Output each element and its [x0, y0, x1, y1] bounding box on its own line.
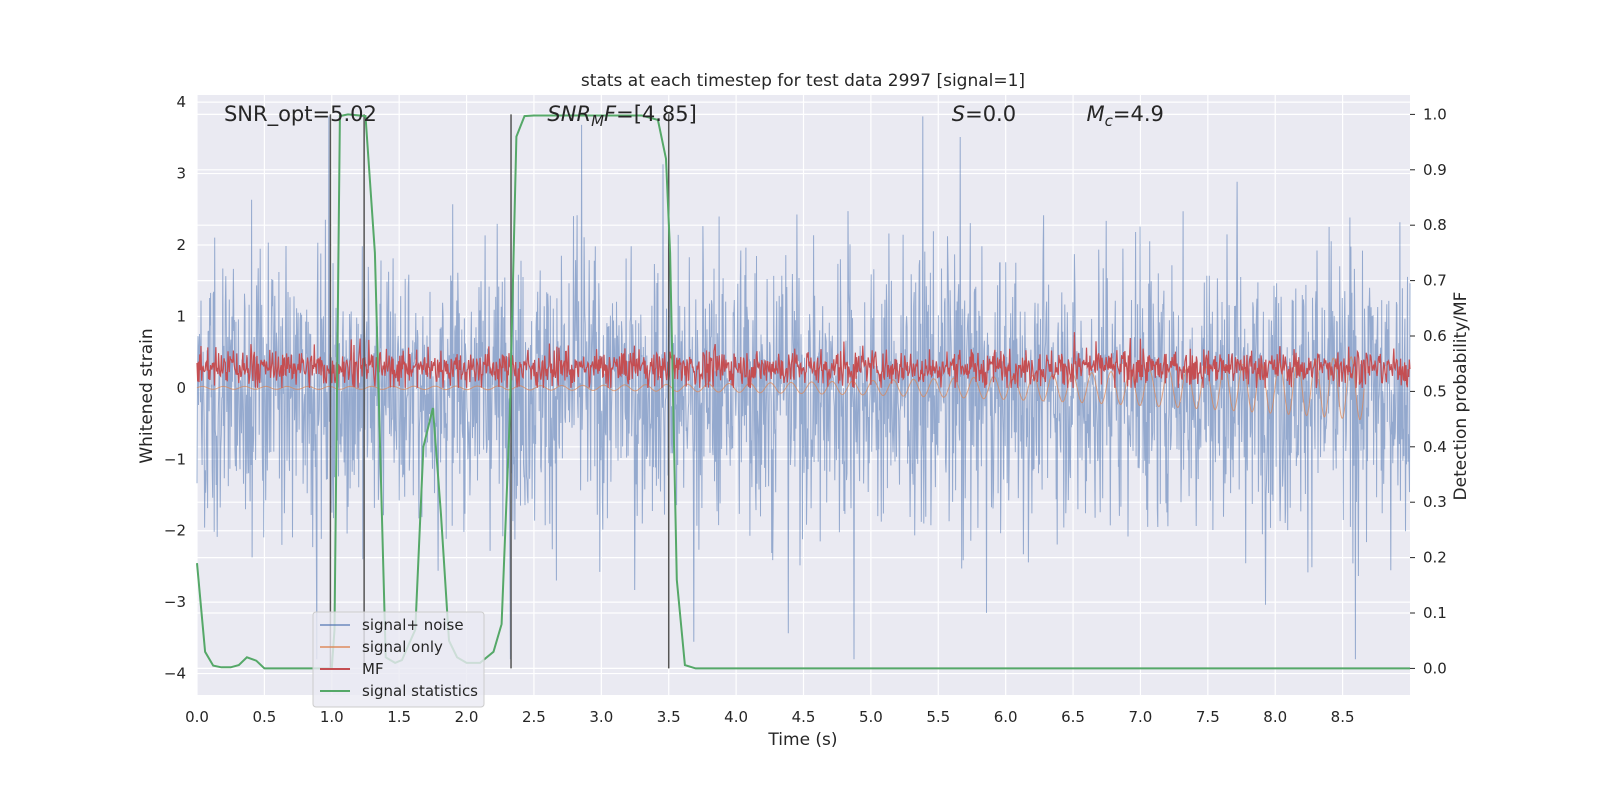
- annotation-text: S=0.0: [952, 102, 1016, 126]
- x-tick-label: 1.0: [320, 708, 344, 726]
- y-left-tick-label: −2: [164, 522, 186, 540]
- x-axis-ticks: 0.0 0.5 1.0 1.5 2.0 2.5 3.0 3.5 4.0 4.5 5.0 5.5 6.0 6…: [185, 708, 1354, 726]
- x-tick-label: 8.0: [1263, 708, 1287, 726]
- annotation-text: Mc=4.9: [1087, 102, 1164, 130]
- y-left-tick-label: 0: [176, 379, 186, 397]
- annotations: SNR_opt=5.02 SNRMF=[4.85] S=0.0 Mc=4.9: [224, 102, 1164, 130]
- x-tick-label: 1.5: [387, 708, 411, 726]
- x-tick-label: 7.5: [1196, 708, 1220, 726]
- x-tick-label: 8.5: [1331, 708, 1355, 726]
- y-left-tick-label: −1: [164, 450, 186, 468]
- y-right-tick-label: 0.9: [1423, 161, 1447, 179]
- y-right-tick-label: 1.0: [1423, 105, 1447, 123]
- annotation-text: SNR_opt=5.02: [224, 102, 377, 127]
- y-axis-right-ticks: 1.0 0.9 0.8 0.7 0.6 0.5 0.4 0.3 0.2 0.1 0.0: [1410, 105, 1447, 677]
- x-tick-label: 3.5: [657, 708, 681, 726]
- y-left-tick-label: −3: [164, 593, 186, 611]
- y-axis-left-title: Whitened strain: [137, 328, 157, 463]
- x-tick-label: 6.5: [1061, 708, 1085, 726]
- x-tick-label: 6.0: [994, 708, 1018, 726]
- series-signal-only: [196, 356, 1365, 421]
- legend-label: MF: [362, 660, 384, 678]
- x-axis-title: Time (s): [767, 730, 837, 750]
- y-right-tick-label: 0.4: [1423, 438, 1447, 456]
- y-left-tick-label: 3: [176, 165, 186, 183]
- x-tick-label: 5.5: [926, 708, 950, 726]
- legend-box: [312, 611, 485, 708]
- x-tick-label: 2.0: [455, 708, 479, 726]
- y-left-tick-label: 1: [176, 307, 186, 325]
- mf-line: [196, 332, 1411, 388]
- x-tick-label: 2.5: [522, 708, 546, 726]
- y-right-tick-label: 0.0: [1423, 659, 1447, 677]
- signal-statistics-line: [196, 113, 1410, 670]
- y-right-tick-label: 0.8: [1423, 216, 1447, 234]
- y-right-tick-label: 0.1: [1423, 604, 1447, 622]
- annotation-text: SNRMF=[4.85]: [547, 102, 696, 130]
- legend-label: signal+ noise: [362, 616, 464, 634]
- chart-title: stats at each timestep for test data 299…: [581, 71, 1025, 91]
- y-axis-right-title: Detection probability/MF: [1451, 292, 1471, 501]
- y-right-tick-label: 0.5: [1423, 382, 1447, 400]
- legend-label: signal only: [362, 638, 443, 656]
- y-left-tick-label: −4: [164, 665, 186, 683]
- x-tick-label: 0.0: [185, 708, 209, 726]
- y-right-tick-label: 0.7: [1423, 272, 1447, 290]
- y-left-tick-label: 2: [176, 236, 186, 254]
- legend-label: signal statistics: [362, 682, 478, 700]
- y-left-tick-label: 4: [176, 93, 186, 111]
- x-tick-label: 4.5: [792, 708, 816, 726]
- x-tick-label: 3.0: [589, 708, 613, 726]
- y-right-tick-label: 0.3: [1423, 493, 1447, 511]
- series-mf: [196, 332, 1411, 388]
- series-signal-statistics: [196, 113, 1410, 670]
- legend: signal+ noise signal only MF signal statist…: [312, 611, 485, 708]
- x-tick-label: 5.0: [859, 708, 883, 726]
- x-tick-label: 4.0: [724, 708, 748, 726]
- y-axis-left-ticks: 4 3 2 1 0 −1 −2 −3 −4: [164, 93, 186, 682]
- y-right-tick-label: 0.2: [1423, 549, 1447, 567]
- signal-only-line: [196, 356, 1365, 421]
- x-tick-label: 7.0: [1129, 708, 1153, 726]
- y-right-tick-label: 0.6: [1423, 327, 1447, 345]
- x-tick-label: 0.5: [252, 708, 276, 726]
